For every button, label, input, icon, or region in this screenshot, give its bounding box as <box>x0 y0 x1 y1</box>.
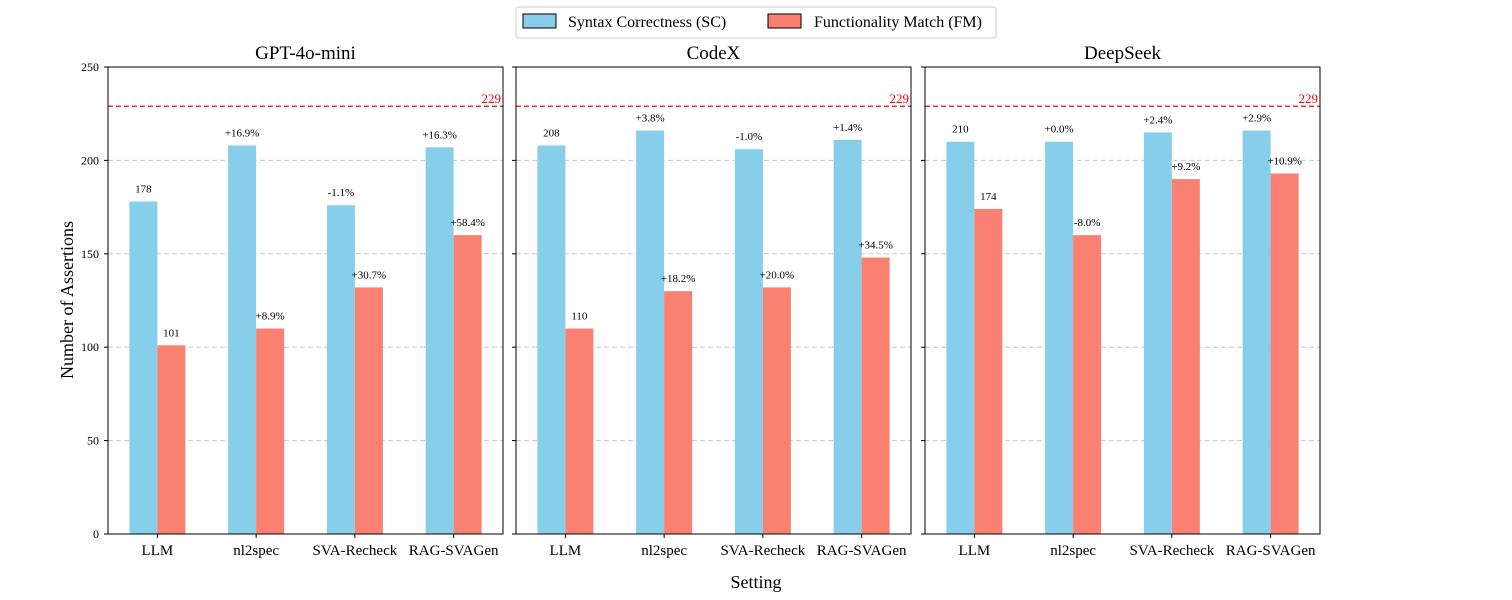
y-tick-label: 100 <box>81 340 99 354</box>
bar-fm <box>1270 173 1299 534</box>
bar-value-label: +3.8% <box>636 113 665 125</box>
bar-value-label: -1.0% <box>736 131 763 143</box>
y-tick-label: 150 <box>81 247 99 261</box>
y-tick-label: 50 <box>87 434 99 448</box>
bar-value-label: 208 <box>543 127 560 139</box>
x-tick-label: RAG-SVAGen <box>1226 543 1316 559</box>
bar-value-label: -1.1% <box>328 187 355 199</box>
bar-value-label: 174 <box>980 191 997 203</box>
bar-sc <box>228 145 257 534</box>
bar-sc <box>129 201 158 534</box>
bar-sc <box>734 149 763 534</box>
bar-fm <box>861 257 890 534</box>
x-tick-label: nl2spec <box>641 543 687 559</box>
bar-sc <box>425 147 454 534</box>
bar-value-label: +16.3% <box>422 129 457 141</box>
panel-title: GPT-4o-mini <box>255 43 356 64</box>
bar-fm <box>762 287 791 534</box>
bar-value-label: +16.9% <box>225 127 260 139</box>
bar-sc <box>1242 130 1271 534</box>
bar-value-label: 178 <box>135 183 152 195</box>
bar-sc <box>1143 132 1172 534</box>
bar-fm <box>157 345 186 534</box>
bar-fm <box>256 328 285 534</box>
bar-sc <box>537 145 566 534</box>
bar-value-label: +30.7% <box>352 269 387 281</box>
bar-value-label: +2.9% <box>1242 113 1271 125</box>
legend-label-sc: Syntax Correctness (SC) <box>568 14 726 31</box>
x-tick-label: RAG-SVAGen <box>817 543 907 559</box>
x-tick-label: nl2spec <box>1050 543 1096 559</box>
reference-line-label: 229 <box>890 91 910 106</box>
legend-swatch-sc <box>522 13 557 29</box>
x-tick-label: nl2spec <box>233 543 279 559</box>
x-tick-label: LLM <box>959 543 991 559</box>
panel-1: 208 110 LLM +3.8% +18.2% nl2spec -1.0% +20.0% SV… <box>512 43 912 559</box>
y-tick-label: 0 <box>93 527 99 541</box>
panel-title: DeepSeek <box>1084 43 1162 64</box>
panel-frame <box>107 66 504 535</box>
bar-fm <box>565 328 594 534</box>
legend-swatch-fm <box>767 13 802 29</box>
bar-value-label: +0.0% <box>1045 124 1074 136</box>
panel-2: 210 174 LLM +0.0% -8.0% nl2spec +2.4% +9.2% SVA-… <box>921 43 1321 559</box>
x-tick-label: SVA-Recheck <box>721 543 806 559</box>
bar-value-label: +10.9% <box>1267 155 1302 167</box>
legend: Syntax Correctness (SC) Functionality Ma… <box>515 6 997 39</box>
bar-fm <box>974 208 1003 534</box>
bar-fm <box>1171 179 1200 534</box>
bar-sc <box>946 141 975 534</box>
bar-value-label: +8.9% <box>256 311 285 323</box>
bar-value-label: +9.2% <box>1171 161 1200 173</box>
bar-sc <box>1045 141 1074 534</box>
bar-value-label: +34.5% <box>858 240 893 252</box>
x-tick-label: LLM <box>142 543 174 559</box>
y-axis-label: Number of Assertions <box>57 221 77 379</box>
legend-frame <box>515 6 997 39</box>
y-tick-label: 200 <box>81 153 99 167</box>
bar-sc <box>636 130 665 534</box>
x-tick-label: SVA-Recheck <box>1130 543 1215 559</box>
x-tick-label: LLM <box>550 543 582 559</box>
x-tick-label: SVA-Recheck <box>313 543 398 559</box>
bar-value-label: +2.4% <box>1143 114 1172 126</box>
bar-value-label: 110 <box>571 311 588 323</box>
bar-sc <box>833 139 862 535</box>
bar-value-label: 101 <box>163 327 180 339</box>
panel-title: CodeX <box>687 43 741 64</box>
bar-value-label: +20.0% <box>760 269 795 281</box>
bar-sc <box>326 205 355 534</box>
bar-value-label: -8.0% <box>1074 217 1101 229</box>
reference-line-label: 229 <box>1299 91 1319 106</box>
panels: 178 101 LLM +16.9% +8.9% nl2spec -1.1% +30.7% SV… <box>81 43 1321 559</box>
bar-value-label: +18.2% <box>661 273 696 285</box>
reference-line-label: 229 <box>482 91 502 106</box>
legend-label-fm: Functionality Match (FM) <box>814 14 982 31</box>
bar-fm <box>664 291 693 534</box>
bar-value-label: 210 <box>952 124 969 136</box>
bar-value-label: +58.4% <box>450 217 485 229</box>
panel-frame <box>924 66 1321 535</box>
bar-fm <box>453 235 482 534</box>
panel-frame <box>515 66 912 535</box>
x-tick-label: RAG-SVAGen <box>409 543 499 559</box>
bar-fm <box>354 287 383 534</box>
y-tick-label: 250 <box>81 60 99 74</box>
x-axis-label: Setting <box>730 572 781 592</box>
bar-fm <box>1073 235 1102 534</box>
panel-0: 178 101 LLM +16.9% +8.9% nl2spec -1.1% +30.7% SV… <box>81 43 504 559</box>
bar-value-label: +1.4% <box>833 122 862 134</box>
